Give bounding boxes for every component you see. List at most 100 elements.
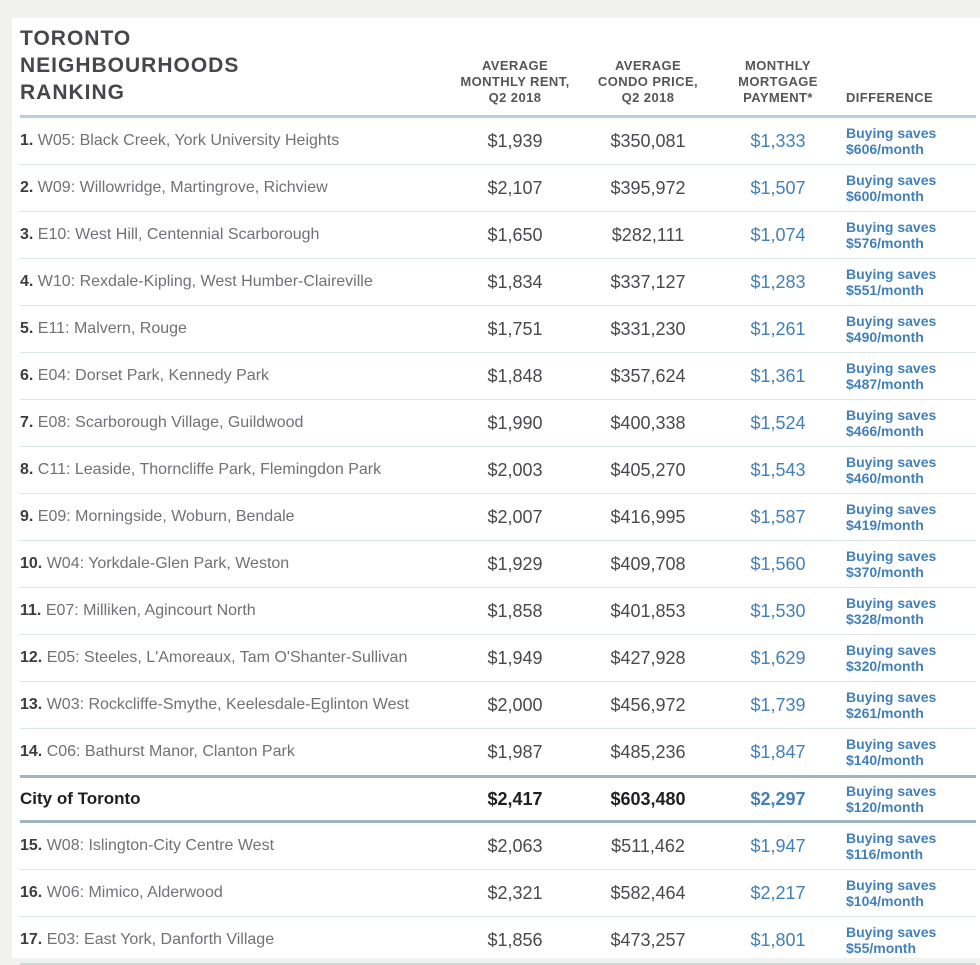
row-condo-price: $456,972	[610, 694, 686, 715]
row-difference: Buying saves $551/month	[846, 265, 937, 298]
row-mortgage-payment: $1,587	[750, 506, 806, 527]
row-mortgage-payment: $1,261	[750, 318, 806, 339]
row-mortgage-payment: $1,801	[750, 929, 806, 950]
row-condo-price: $473,257	[610, 929, 686, 950]
row-rank: 5.	[20, 320, 38, 337]
row-rent: $2,007	[487, 506, 543, 527]
row-rank: 16.	[20, 884, 47, 901]
row-name: W05: Black Creek, York University Height…	[37, 132, 340, 149]
row-condo-price: $401,853	[610, 600, 686, 621]
row-rank: 12.	[20, 649, 47, 666]
row-rank: 15.	[20, 837, 47, 854]
row-mortgage-payment: $1,530	[750, 600, 806, 621]
row-neighbourhood: 7. E08: Scarborough Village, Guildwood	[20, 414, 460, 432]
table-row: 7. E08: Scarborough Village, Guildwood $…	[20, 400, 976, 447]
row-difference: Buying saves $490/month	[846, 312, 937, 345]
row-neighbourhood: 6. E04: Dorset Park, Kennedy Park	[20, 367, 460, 385]
row-rent: $1,858	[487, 600, 543, 621]
row-condo-price: $405,270	[610, 459, 686, 480]
row-name: E10: West Hill, Centennial Scarborough	[37, 226, 320, 243]
row-neighbourhood: 16. W06: Mimico, Alderwood	[20, 884, 460, 902]
table-container: TORONTO NEIGHBOURHOODS RANKING AVERAGE M…	[12, 18, 980, 965]
row-condo-price: $582,464	[610, 882, 686, 903]
row-condo-price: $331,230	[610, 318, 686, 339]
row-condo-price: $603,480	[610, 788, 686, 809]
row-neighbourhood: 8. C11: Leaside, Thorncliffe Park, Flemi…	[20, 461, 460, 479]
row-mortgage-payment: $1,283	[750, 271, 806, 292]
row-name: E07: Milliken, Agincourt North	[45, 602, 256, 619]
table-row: 13. W03: Rockcliffe-Smythe, Keelesdale-E…	[20, 682, 976, 729]
row-mortgage-payment: $1,074	[750, 224, 806, 245]
table-row: 5. E11: Malvern, Rouge $1,751 $331,230 $…	[20, 306, 976, 353]
row-difference: Buying saves $419/month	[846, 500, 937, 533]
table-row: 6. E04: Dorset Park, Kennedy Park $1,848…	[20, 353, 976, 400]
row-name: W08: Islington-City Centre West	[46, 837, 275, 854]
row-condo-price: $337,127	[610, 271, 686, 292]
row-mortgage-payment: $1,543	[750, 459, 806, 480]
row-name: E03: East York, Danforth Village	[46, 931, 275, 948]
row-condo-price: $416,995	[610, 506, 686, 527]
row-condo-price: $400,338	[610, 412, 686, 433]
row-name: E04: Dorset Park, Kennedy Park	[37, 367, 270, 384]
row-rank: 2.	[20, 179, 38, 196]
row-name: W09: Willowridge, Martingrove, Richview	[37, 179, 328, 196]
table-row: 15. W08: Islington-City Centre West $2,0…	[20, 823, 976, 870]
row-rank: 9.	[20, 508, 38, 525]
row-name: W10: Rexdale-Kipling, West Humber-Claire…	[37, 273, 373, 290]
row-difference: Buying saves $120/month	[846, 782, 937, 815]
row-rent: $1,834	[487, 271, 543, 292]
row-rank: 3.	[20, 226, 38, 243]
row-difference: Buying saves $140/month	[846, 735, 937, 768]
row-difference: Buying saves $460/month	[846, 453, 937, 486]
row-difference: Buying saves $261/month	[846, 688, 937, 721]
page-title: TORONTO NEIGHBOURHOODS RANKING	[20, 27, 240, 104]
row-neighbourhood: 11. E07: Milliken, Agincourt North	[20, 602, 460, 620]
row-neighbourhood: 9. E09: Morningside, Woburn, Bendale	[20, 508, 460, 526]
row-name: E05: Steeles, L'Amoreaux, Tam O'Shanter-…	[46, 649, 408, 666]
row-difference: Buying saves $55/month	[846, 923, 937, 956]
row-difference: Buying saves $116/month	[846, 829, 937, 862]
row-condo-price: $350,081	[610, 130, 686, 151]
row-mortgage-payment: $1,507	[750, 177, 806, 198]
row-mortgage-payment: $1,361	[750, 365, 806, 386]
row-condo-price: $395,972	[610, 177, 686, 198]
row-neighbourhood: 15. W08: Islington-City Centre West	[20, 837, 460, 855]
column-header-mortgage: MONTHLY MORTGAGE PAYMENT*	[738, 57, 818, 106]
row-rent: $2,063	[487, 835, 543, 856]
table-row: 9. E09: Morningside, Woburn, Bendale $2,…	[20, 494, 976, 541]
column-header-condo-price: AVERAGE CONDO PRICE, Q2 2018	[597, 57, 699, 106]
row-condo-price: $511,462	[611, 835, 685, 856]
table-body: 1. W05: Black Creek, York University Hei…	[20, 118, 976, 965]
row-difference: Buying saves $320/month	[846, 641, 937, 674]
row-neighbourhood: 3. E10: West Hill, Centennial Scarboroug…	[20, 226, 460, 244]
row-mortgage-payment: $1,629	[750, 647, 806, 668]
row-condo-price: $409,708	[610, 553, 686, 574]
table-row: 11. E07: Milliken, Agincourt North $1,85…	[20, 588, 976, 635]
row-name: E09: Morningside, Woburn, Bendale	[37, 508, 295, 525]
row-rank: 6.	[20, 367, 38, 384]
row-rent: $1,939	[487, 130, 543, 151]
row-difference: Buying saves $370/month	[846, 547, 937, 580]
row-mortgage-payment: $1,333	[750, 130, 806, 151]
row-neighbourhood: 4. W10: Rexdale-Kipling, West Humber-Cla…	[20, 273, 460, 291]
table-row: City of Toronto $2,417 $603,480 $2,297 B…	[20, 775, 976, 823]
row-name: C06: Bathurst Manor, Clanton Park	[46, 743, 295, 760]
row-difference: Buying saves $606/month	[846, 124, 937, 157]
row-condo-price: $282,111	[611, 224, 685, 245]
row-mortgage-payment: $1,524	[750, 412, 806, 433]
row-name: E08: Scarborough Village, Guildwood	[37, 414, 304, 431]
row-difference: Buying saves $104/month	[846, 876, 937, 909]
row-rank: 8.	[20, 461, 38, 478]
column-header-rent: AVERAGE MONTHLY RENT, Q2 2018	[460, 57, 570, 106]
table-row: 16. W06: Mimico, Alderwood $2,321 $582,4…	[20, 870, 976, 917]
row-name: W04: Yorkdale-Glen Park, Weston	[46, 555, 290, 572]
row-difference: Buying saves $576/month	[846, 218, 937, 251]
row-rent: $2,107	[487, 177, 543, 198]
row-difference: Buying saves $328/month	[846, 594, 937, 627]
row-rent: $2,417	[487, 788, 543, 809]
row-rent: $2,321	[487, 882, 543, 903]
table-row: 10. W04: Yorkdale-Glen Park, Weston $1,9…	[20, 541, 976, 588]
table-row: 8. C11: Leaside, Thorncliffe Park, Flemi…	[20, 447, 976, 494]
row-neighbourhood: 12. E05: Steeles, L'Amoreaux, Tam O'Shan…	[20, 649, 460, 667]
table-row: 3. E10: West Hill, Centennial Scarboroug…	[20, 212, 976, 259]
